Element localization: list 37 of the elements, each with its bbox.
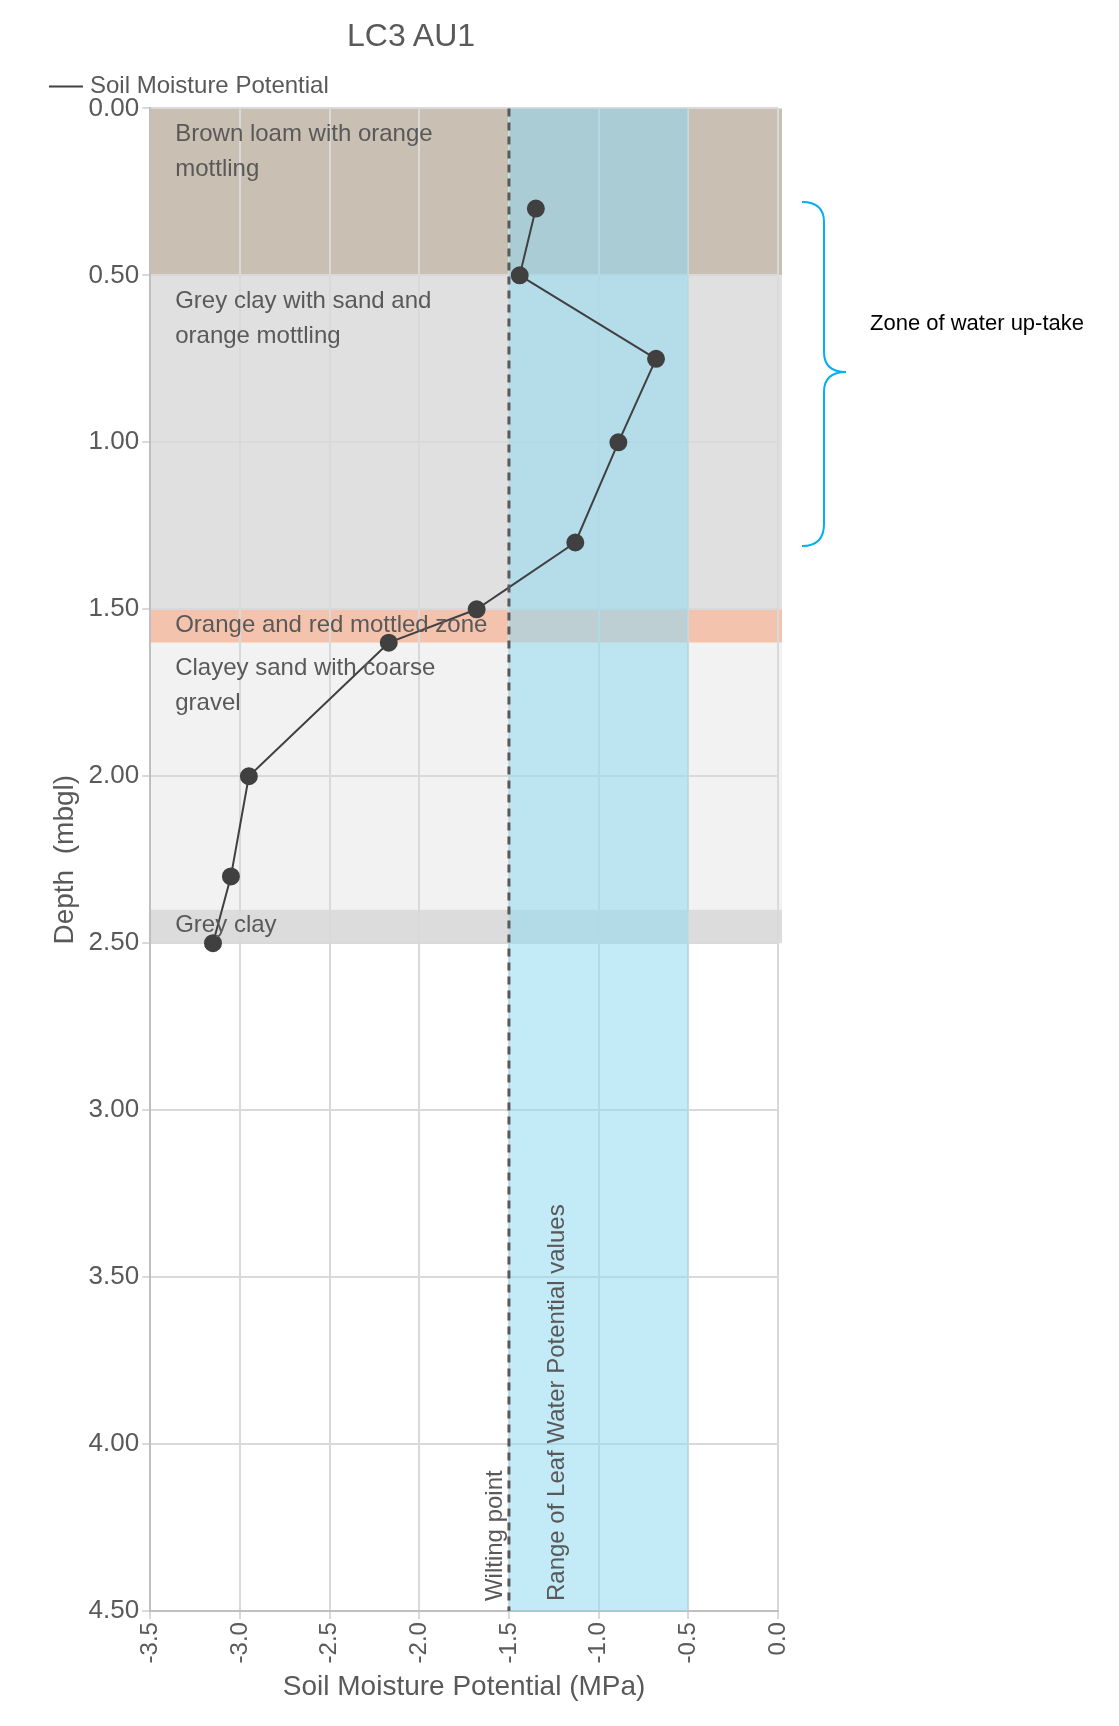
point [566, 533, 585, 552]
band-label: Orange and red mottled zone [175, 609, 488, 637]
band-label: Range of Leaf Water Potential values [541, 1204, 569, 1602]
point [467, 600, 486, 619]
point [221, 867, 240, 886]
point [609, 433, 628, 452]
ref-line-label: Wilting point [479, 1469, 507, 1602]
y-tick-label: 2.50 [88, 926, 140, 957]
point [510, 266, 529, 285]
band-label: Brown loam with orange mottling [175, 119, 433, 182]
x-tick-label: -2.5 [314, 1622, 342, 1664]
band-label: Grey clay with sand and orange mottling [175, 285, 432, 348]
y-tick-label: 0.50 [88, 258, 140, 289]
band-label: Clayey sand with coarse gravel [175, 653, 436, 716]
y-tick-label: 3.00 [88, 1093, 140, 1124]
y-tick-label: 4.00 [88, 1427, 140, 1458]
point [647, 349, 666, 368]
point [526, 199, 545, 218]
x-axis-title: Soil Moisture Potential (MPa) [282, 1669, 646, 1701]
x-tick-label: -3.0 [224, 1622, 252, 1664]
x-tick-label: -3.5 [134, 1622, 162, 1664]
legend-label: Soil Moisture Potential [90, 71, 329, 99]
x-tick-label: -1.0 [583, 1622, 611, 1664]
y-tick-label: 4.50 [88, 1594, 140, 1625]
y-tick-label: 3.50 [88, 1260, 140, 1291]
y-axis-title: Depth (mbgl) [47, 774, 79, 945]
x-tick-label: -1.5 [493, 1622, 521, 1664]
point [239, 767, 258, 786]
x-tick-label: -0.5 [672, 1622, 700, 1664]
x-tick-label: 0.0 [762, 1622, 790, 1656]
x-tick-label: -2.0 [403, 1622, 431, 1664]
y-tick-label: 1.00 [88, 425, 140, 456]
text: Zone of water up-take [870, 310, 1085, 336]
y-tick-label: 2.00 [88, 759, 140, 790]
chart-title: LC3 AU1 [346, 17, 476, 54]
point [379, 633, 398, 652]
y-tick-label: 1.50 [88, 592, 140, 623]
